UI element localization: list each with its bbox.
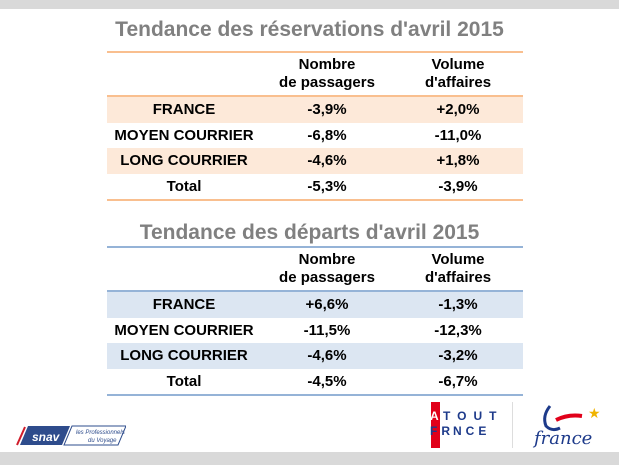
france-logo: ★ france: [532, 405, 601, 449]
svg-text:france: france: [532, 428, 592, 449]
table-row: Total -4,5% -6,7%: [107, 369, 523, 396]
snav-logo: snav les Professionnels du Voyage: [16, 425, 126, 446]
header-passengers: Nombre de passagers: [279, 251, 375, 286]
logo-divider: [512, 402, 513, 448]
table-row: LONG COURRIER -4,6% +1,8%: [107, 148, 523, 174]
row-label: MOYEN COURRIER: [114, 321, 254, 339]
svg-text:TOUT: TOUT: [443, 409, 497, 423]
cell: -4,6%: [261, 343, 393, 369]
row-label: FRANCE: [107, 96, 261, 123]
row-label: FRANCE: [107, 291, 261, 318]
svg-text:NCE: NCE: [453, 424, 490, 438]
row-label: LONG COURRIER: [107, 343, 261, 369]
cell: +1,8%: [393, 148, 523, 174]
cell: -12,3%: [434, 321, 482, 339]
atout-france-logo: A TOUT FR NCE: [430, 402, 497, 448]
cell: -6,7%: [438, 372, 478, 390]
departs-table: Nombre de passagers Volume d'affaires FRANC…: [107, 246, 523, 396]
row-label: LONG COURRIER: [107, 148, 261, 174]
reservations-title: Tendance des réservations d'avril 2015: [115, 18, 504, 41]
cell: -1,3%: [393, 291, 523, 318]
cell: +2,0%: [393, 96, 523, 123]
table-row: LONG COURRIER -4,6% -3,2%: [107, 343, 523, 369]
svg-text:FR: FR: [430, 424, 454, 438]
row-label: MOYEN COURRIER: [114, 126, 254, 144]
header-passengers: Nombre de passagers: [279, 56, 375, 91]
svg-text:★: ★: [588, 405, 601, 421]
row-label: Total: [166, 372, 202, 390]
table-row: FRANCE +6,6% -1,3%: [107, 291, 523, 318]
cell: -5,3%: [307, 177, 347, 195]
header-volume: Volume d'affaires: [424, 56, 492, 91]
table-row: FRANCE -3,9% +2,0%: [107, 96, 523, 123]
table-row: MOYEN COURRIER -11,5% -12,3%: [107, 318, 523, 344]
svg-text:snav: snav: [32, 430, 61, 444]
table-row: MOYEN COURRIER -6,8% -11,0%: [107, 123, 523, 149]
cell: -6,8%: [307, 126, 347, 144]
cell: -3,9%: [261, 96, 393, 123]
cell: -11,5%: [303, 321, 351, 339]
bottom-bar: [0, 452, 619, 465]
cell: -3,2%: [393, 343, 523, 369]
departs-title: Tendance des départs d'avril 2015: [139, 221, 480, 244]
table-row: Total -5,3% -3,9%: [107, 174, 523, 201]
row-label: Total: [166, 177, 202, 195]
cell: +6,6%: [261, 291, 393, 318]
svg-text:du Voyage: du Voyage: [88, 438, 117, 444]
cell: -11,0%: [434, 126, 482, 144]
cell: -3,9%: [438, 177, 478, 195]
cell: -4,6%: [261, 148, 393, 174]
svg-text:les Professionnels: les Professionnels: [76, 430, 125, 436]
top-bar: [0, 0, 619, 9]
header-volume: Volume d'affaires: [424, 251, 492, 286]
reservations-table: Nombre de passagers Volume d'affaires FRANC…: [107, 51, 523, 201]
cell: -4,5%: [307, 372, 347, 390]
svg-text:A: A: [430, 409, 446, 423]
